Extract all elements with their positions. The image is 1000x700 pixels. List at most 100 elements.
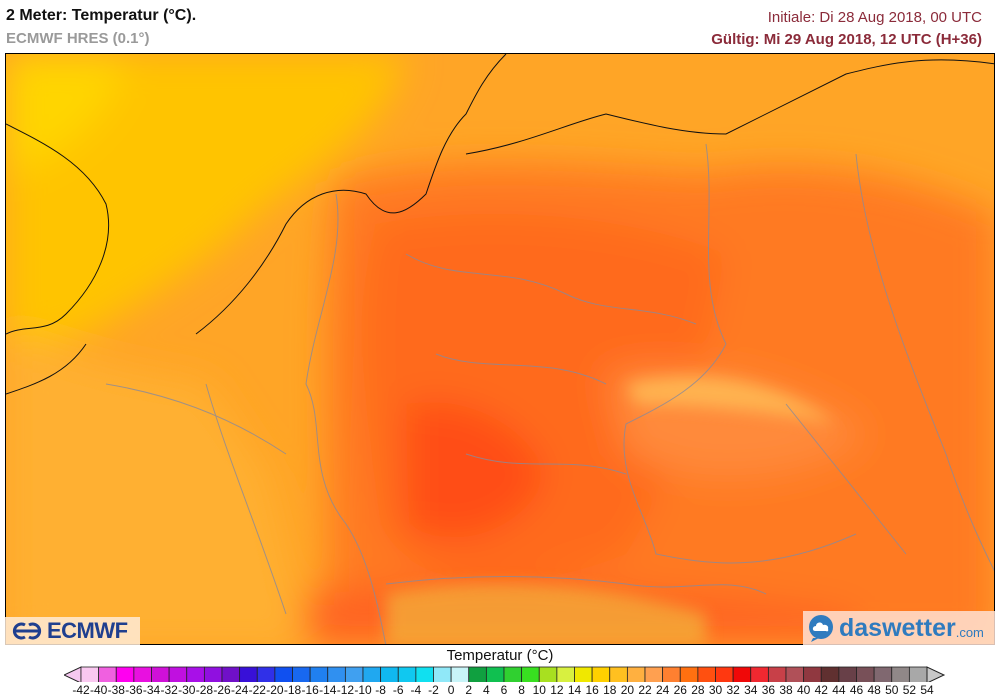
legend-swatch [274,666,293,682]
legend-tick-label: 0 [447,683,455,697]
legend-tick-label: -28 [195,683,214,697]
legend-tick-label: -16 [301,683,319,697]
legend-swatch [609,666,628,682]
legend-tick-label: 14 [567,683,582,697]
legend-tick-label: -32 [160,683,178,697]
legend-tick-label: -4 [410,683,422,697]
legend-tick-label: 6 [500,683,508,697]
legend-under-arrow [64,666,82,682]
legend-tick-label: -14 [319,683,337,697]
legend-tick-label: 8 [518,683,525,697]
legend-tick-label: -42 [72,683,90,697]
legend-tick-label: -26 [213,683,231,697]
legend-swatch [450,666,470,682]
legend-swatch [415,666,434,682]
ecmwf-logo: ECMWF [5,617,140,645]
legend-title: Temperatur (°C) [446,647,554,664]
daswetter-logo-suffix: .com [955,624,984,640]
legend-swatch [908,666,928,682]
legend-tick-label: 18 [603,683,617,697]
legend-tick-label: -22 [248,683,266,697]
legend-swatch [98,666,117,682]
map-canvas [6,54,994,644]
legend-tick-label: -12 [336,683,355,697]
legend-swatch [203,666,223,682]
daswetter-logo-text: daswetter [839,613,956,642]
legend-swatch [327,666,346,682]
model-name: ECMWF HRES (0.1°) [6,30,150,47]
legend-swatch [239,666,258,682]
legend-swatch [715,666,734,682]
legend-tick-label: -34 [142,683,161,697]
ecmwf-logo-text: ECMWF [47,618,128,643]
legend-swatch [697,666,716,682]
legend-swatch [820,666,840,682]
legend-tick-label: 40 [796,683,811,697]
legend-swatch [292,666,311,682]
legend-swatch [891,666,910,682]
legend-swatch [80,666,100,682]
legend-tick-label: -10 [354,683,372,697]
borders [105,143,994,644]
legend-tick-label: 28 [691,683,705,697]
legend-swatch [838,666,857,682]
init-time: Initiale: Di 28 Aug 2018, 00 UTC [767,9,982,26]
legend-tick-label: 54 [920,683,934,697]
legend-swatch [133,666,152,682]
legend-swatch [433,666,452,682]
legend-over-arrow [926,666,946,682]
legend-swatch [538,666,558,682]
legend-swatch [309,666,329,682]
legend-tick-label: 50 [885,683,899,697]
legend-tick-label: 32 [726,683,740,697]
legend-swatch [521,666,540,682]
legend-tick-label: -30 [178,683,196,697]
ecmwf-logo-icon [12,622,42,640]
legend-swatch [397,666,417,682]
map-title: 2 Meter: Temperatur (°C). [6,7,197,24]
legend-tick-label: 26 [673,683,687,697]
legend-swatch [186,666,205,682]
legend-tick-label: 48 [867,683,881,697]
legend-tick-label: -38 [107,683,125,697]
legend-tick-label: 44 [832,683,846,697]
legend-tick-label: 46 [849,683,864,697]
legend-tick-label: -6 [392,683,404,697]
legend-tick-label: 30 [708,683,723,697]
color-legend [64,666,946,682]
legend-swatch [662,666,681,682]
legend-swatch [750,666,769,682]
legend-swatch [626,666,646,682]
legend-swatch [344,666,364,682]
legend-swatch [574,666,593,682]
legend-tick-label: -36 [125,683,143,697]
legend-tick-label: 52 [902,683,917,697]
legend-swatch [151,666,170,682]
legend-tick-label: 10 [532,683,546,697]
temperature-map[interactable] [5,53,995,645]
legend-swatch [732,666,752,682]
legend-tick-label: -18 [283,683,302,697]
legend-tick-label: -24 [230,683,249,697]
daswetter-logo: daswetter .com [803,611,995,645]
legend-tick-label: 12 [550,683,564,697]
legend-swatch [468,666,487,682]
cloud-bubble-icon [809,615,833,642]
legend-tick-label: -2 [428,683,439,697]
legend-swatch [785,666,805,682]
legend-tick-label: -40 [89,683,108,697]
coastlines [6,54,994,395]
legend-swatch [115,666,135,682]
legend-swatch [380,666,399,682]
legend-tick-label: 38 [779,683,793,697]
legend-swatch [362,666,382,682]
legend-swatch [803,666,822,682]
legend-swatch [221,666,241,682]
legend-tick-label: 4 [483,683,490,697]
legend-swatch [256,666,276,682]
legend-tick-label: 2 [465,683,473,697]
legend-tick-label: 20 [620,683,635,697]
alpine-terrain [386,376,836,644]
legend-swatch [591,666,611,682]
legend-swatch [556,666,575,682]
